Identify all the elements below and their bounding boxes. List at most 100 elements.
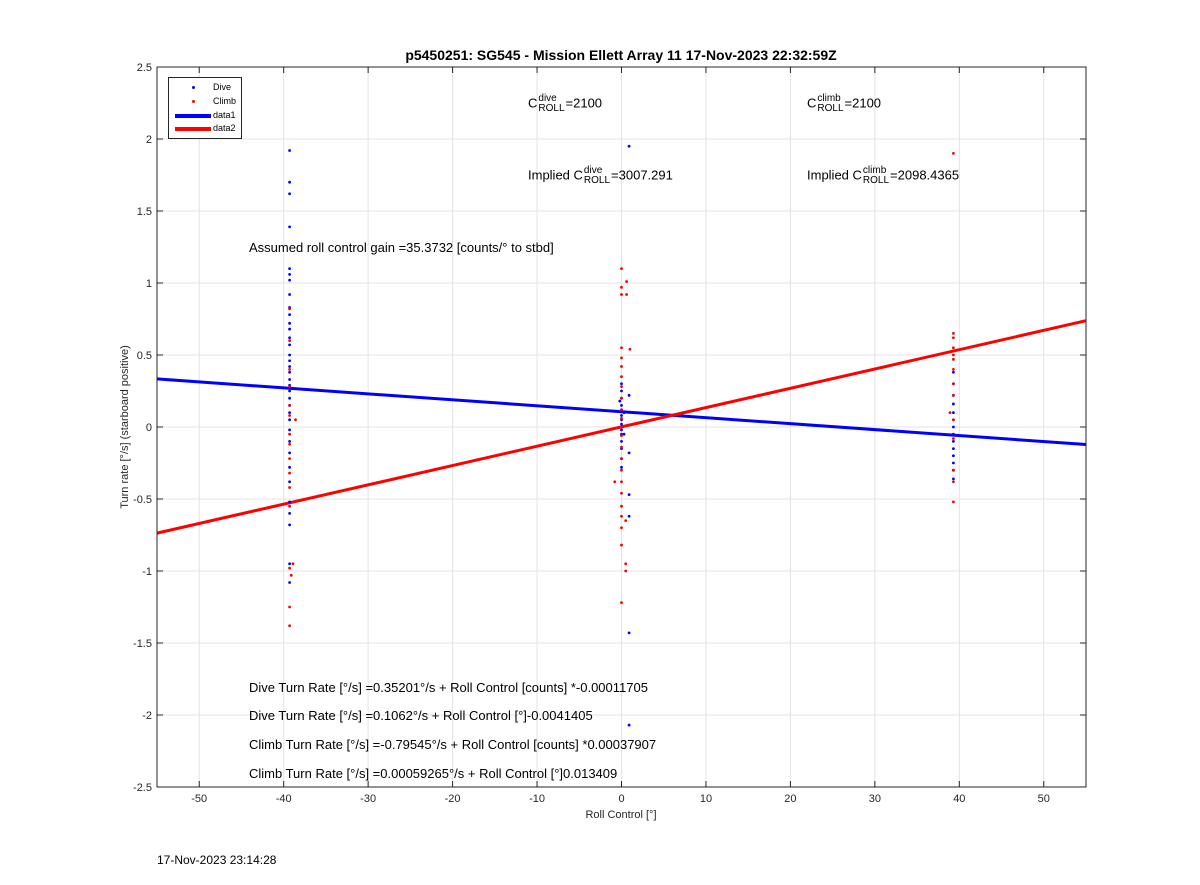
implied-dive-value: =3007.291 — [611, 167, 673, 183]
y-axis-label: Turn rate [°/s] (starboard positive) — [119, 345, 131, 509]
x-axis-label: Roll Control [°] — [585, 809, 656, 821]
series-climb-point — [952, 500, 955, 504]
series-climb-point — [952, 468, 955, 472]
legend-item-dive: Dive — [169, 81, 241, 95]
legend-dive-label: Dive — [213, 82, 232, 92]
series-climb-point — [952, 437, 955, 440]
y-tick-label: -1 — [142, 566, 152, 578]
y-tick-label: 2 — [146, 134, 152, 146]
series-climb-point — [620, 346, 623, 350]
dive-equation-degrees: Dive Turn Rate [°/s] =0.1062°/s + Roll C… — [249, 708, 593, 723]
series-climb-point — [620, 416, 623, 420]
series-climb-point — [620, 385, 623, 389]
c-climb-sup: climb — [817, 93, 841, 104]
series-dive-point — [627, 514, 631, 518]
series-climb-point — [625, 293, 628, 296]
series-climb-point — [620, 293, 623, 296]
x-tick-label: -10 — [529, 793, 545, 805]
series-dive-point — [622, 432, 626, 436]
series-climb-point — [624, 562, 628, 566]
series-climb-point — [620, 504, 623, 508]
series-climb-point — [952, 336, 955, 340]
series-dive-point — [952, 440, 955, 443]
series-dive-point — [288, 581, 291, 584]
series-dive-point — [288, 321, 291, 325]
series-dive-point — [288, 272, 291, 276]
series-climb-point — [620, 285, 623, 289]
series-climb-point — [288, 566, 291, 570]
series-climb-point — [288, 307, 291, 311]
series-climb-point — [952, 418, 955, 422]
roll-gain-annotation: Assumed roll control gain =35.3732 [coun… — [249, 240, 554, 255]
legend-item-data2: data2 — [169, 122, 241, 136]
series-dive-point — [288, 336, 291, 340]
series-dive-point — [952, 461, 955, 465]
series-dive-point — [288, 428, 291, 432]
legend-item-data1: data1 — [169, 109, 241, 123]
series-dive-point — [288, 440, 291, 443]
series-dive-point — [288, 180, 291, 184]
series-dive-point — [288, 225, 291, 229]
series-dive-point — [620, 465, 623, 469]
series-dive-point — [620, 414, 623, 417]
climb-equation-degrees: Climb Turn Rate [°/s] =0.00059265°/s + R… — [249, 766, 618, 781]
series-climb-point — [952, 332, 955, 335]
series-climb-point — [294, 418, 297, 422]
series-climb-point — [620, 543, 623, 547]
y-tick-label: 0 — [146, 422, 152, 434]
legend-data1-line — [175, 114, 211, 118]
series-dive-point — [288, 389, 291, 393]
series-climb-point — [952, 353, 955, 357]
series-dive-point — [288, 278, 291, 282]
series-dive-point — [288, 327, 291, 331]
x-tick-label: 10 — [700, 793, 712, 805]
dive-equation-counts: Dive Turn Rate [°/s] =0.35201°/s + Roll … — [249, 680, 648, 695]
series-climb-point — [288, 442, 291, 446]
data-points — [288, 144, 955, 727]
series-climb-point — [288, 457, 291, 461]
series-dive-point — [288, 370, 291, 374]
series-dive-point — [288, 378, 291, 381]
implied-climb-prefix: Implied C — [807, 167, 862, 183]
series-dive-point — [622, 411, 626, 414]
c-dive-sub: ROLL — [538, 103, 565, 114]
x-tick-label: -40 — [276, 793, 292, 805]
y-tick-label: -2.5 — [133, 782, 152, 794]
implied-climb-sup: climb — [862, 165, 887, 176]
series-dive-point — [952, 402, 955, 406]
series-climb-point — [620, 375, 623, 378]
y-tick-label: 0.5 — [137, 350, 152, 362]
y-tick-label: -0.5 — [133, 494, 152, 506]
y-tick-label: 2.5 — [137, 62, 152, 74]
series-dive-point — [952, 425, 955, 429]
implied-dive-sub: ROLL — [583, 175, 611, 186]
series-dive-point — [620, 440, 623, 443]
legend-data1-label: data1 — [213, 110, 236, 120]
x-tick-label: 50 — [1038, 793, 1050, 805]
series-climb-point — [613, 480, 617, 484]
series-climb-point — [620, 445, 623, 449]
series-dive-point — [288, 293, 291, 296]
c-climb-base: C — [807, 95, 817, 111]
series-dive-point — [288, 149, 291, 152]
x-tick-label: -20 — [445, 793, 461, 805]
series-climb-point — [288, 486, 291, 489]
series-dive-point — [627, 144, 631, 148]
c-climb-value: =2100 — [844, 95, 882, 111]
series-dive-point — [618, 399, 622, 403]
c-dive-value: =2100 — [565, 95, 603, 111]
series-dive-point — [627, 393, 631, 397]
series-dive-point — [952, 447, 955, 450]
series-dive-point — [952, 432, 955, 436]
series-dive-point — [620, 422, 623, 426]
series-climb-point — [291, 562, 295, 566]
series-dive-point — [952, 411, 955, 414]
series-climb-point — [620, 526, 623, 530]
implied-dive-prefix: Implied C — [528, 167, 583, 183]
series-climb-point — [952, 368, 955, 371]
x-tick-label: 20 — [784, 793, 796, 805]
